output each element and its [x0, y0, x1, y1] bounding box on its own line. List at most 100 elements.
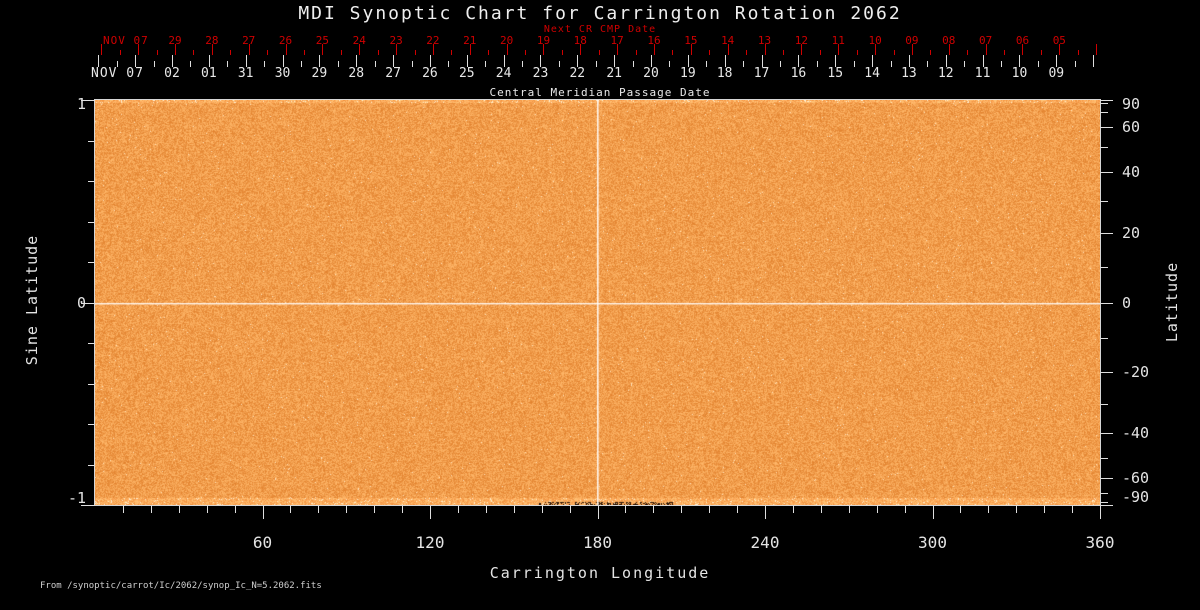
next-cr-tick: [1041, 50, 1042, 55]
next-cr-tick: [470, 44, 471, 55]
right-tick: [1100, 267, 1108, 268]
next-cr-tick: [341, 50, 342, 55]
cmp-day-label: 20: [643, 66, 659, 81]
bottom-tick: [905, 506, 906, 513]
next-cr-tick: [396, 44, 397, 55]
next-cr-tick: [543, 44, 544, 55]
next-cr-month-label: NOV 07: [103, 34, 149, 47]
cmp-day-label: 17: [754, 66, 770, 81]
cmp-axis-title: Central Meridian Passage Date: [0, 86, 1200, 99]
left-tick: [88, 384, 95, 385]
bottom-tick: [123, 506, 124, 513]
next-cr-tick: [212, 44, 213, 55]
next-cr-tick: [304, 50, 305, 55]
bottom-tick: [765, 506, 766, 519]
cmp-tick: [135, 55, 136, 67]
cmp-tick: [209, 55, 210, 67]
cmp-day-label: 12: [938, 66, 954, 81]
cmp-tick: [762, 55, 763, 67]
next-cr-tick: [1004, 50, 1005, 55]
cmp-tick: [559, 61, 560, 67]
right-tick: [1100, 404, 1108, 405]
cmp-tick: [504, 55, 505, 67]
next-cr-tick: [230, 50, 231, 55]
next-cr-tick: [101, 44, 102, 55]
right-tick: [1100, 458, 1108, 459]
cmp-tick: [246, 55, 247, 67]
sine-latitude-tick-label: -1: [50, 489, 86, 507]
next-cr-tick: [120, 50, 121, 55]
next-cr-tick: [451, 50, 452, 55]
bottom-tick: [1100, 506, 1101, 519]
next-cr-tick: [967, 50, 968, 55]
bottom-tick: [821, 506, 822, 513]
cmp-tick: [927, 61, 928, 67]
source-file-note: From /synoptic/carrot/Ic/2062/synop_Ic_N…: [40, 581, 322, 591]
right-tick: [1100, 172, 1113, 173]
cmp-tick: [1056, 55, 1057, 67]
bottom-tick: [960, 506, 961, 513]
left-tick: [88, 424, 95, 425]
next-cr-tick: [1022, 44, 1023, 55]
cmp-day-label: 10: [1012, 66, 1028, 81]
next-cr-tick: [415, 50, 416, 55]
bottom-tick: [486, 506, 487, 513]
next-cr-tick: [525, 50, 526, 55]
cmp-day-label: 28: [348, 66, 364, 81]
next-cr-tick: [359, 44, 360, 55]
cmp-tick: [872, 55, 873, 67]
cmp-tick: [448, 61, 449, 67]
next-cr-tick: [433, 44, 434, 55]
cmp-tick: [817, 61, 818, 67]
left-tick: [88, 262, 95, 263]
next-cr-tick: [894, 50, 895, 55]
cmp-tick: [1001, 61, 1002, 67]
next-cr-tick: [617, 44, 618, 55]
cmp-day-label: 13: [901, 66, 917, 81]
next-cr-tick: [783, 50, 784, 55]
cmp-tick: [1038, 61, 1039, 67]
cmp-tick: [467, 55, 468, 67]
bottom-tick: [179, 506, 180, 513]
cmp-tick: [651, 55, 652, 67]
cmp-day-label: 09: [1048, 66, 1064, 81]
cmp-day-label: 26: [422, 66, 438, 81]
latitude-tick-label: -60: [1122, 469, 1149, 487]
cmp-tick: [485, 61, 486, 67]
next-cr-tick: [1059, 44, 1060, 55]
cmp-tick: [798, 55, 799, 67]
bottom-tick: [207, 506, 208, 513]
bottom-tick: [318, 506, 319, 513]
sine-latitude-axis-title: Sine Latitude: [23, 235, 41, 365]
cmp-tick: [577, 55, 578, 67]
next-cr-tick: [488, 50, 489, 55]
bottom-tick: [625, 506, 626, 513]
next-cr-tick: [857, 50, 858, 55]
next-cr-tick: [746, 50, 747, 55]
right-tick: [1100, 478, 1113, 479]
cmp-day-label: 30: [275, 66, 291, 81]
cmp-tick: [393, 55, 394, 67]
longitude-tick-label: 360: [1086, 533, 1115, 552]
right-tick: [1100, 147, 1108, 148]
cmp-tick: [338, 61, 339, 67]
right-tick: [1100, 303, 1113, 304]
bottom-tick: [988, 506, 989, 513]
next-cr-tick: [562, 50, 563, 55]
bottom-tick: [877, 506, 878, 513]
cmp-day-label: 23: [533, 66, 549, 81]
right-tick: [1100, 493, 1108, 494]
cmp-tick: [983, 55, 984, 67]
cmp-day-label: 25: [459, 66, 475, 81]
bottom-tick: [1044, 506, 1045, 513]
cmp-tick: [283, 55, 284, 67]
cmp-tick: [154, 61, 155, 67]
latitude-tick-label: 60: [1122, 118, 1140, 136]
right-tick: [1100, 201, 1108, 202]
next-cr-tick: [267, 50, 268, 55]
cmp-tick: [669, 61, 670, 67]
next-cr-tick: [765, 44, 766, 55]
cmp-tick: [743, 61, 744, 67]
cmp-tick: [633, 61, 634, 67]
cmp-tick: [835, 55, 836, 67]
